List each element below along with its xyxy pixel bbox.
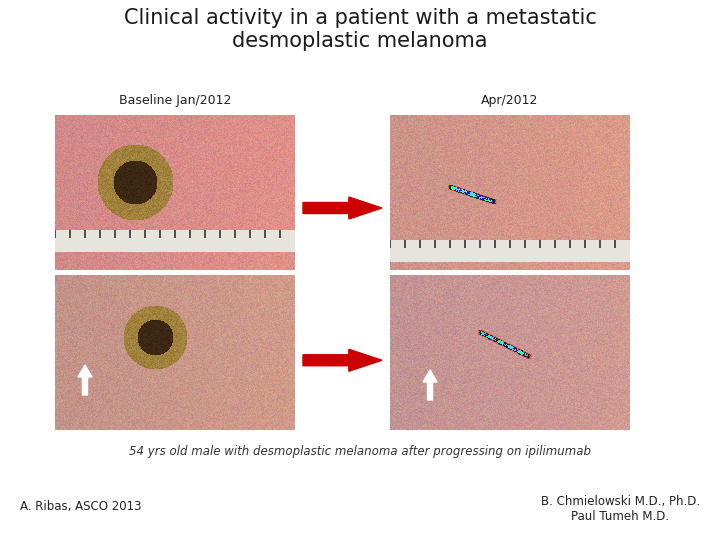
FancyArrow shape: [423, 370, 437, 400]
FancyArrow shape: [78, 365, 92, 395]
FancyArrow shape: [303, 349, 382, 372]
Text: Baseline Jan/2012: Baseline Jan/2012: [119, 94, 231, 107]
Text: B. Chmielowski M.D., Ph.D.
Paul Tumeh M.D.: B. Chmielowski M.D., Ph.D. Paul Tumeh M.…: [541, 495, 700, 523]
Text: Apr/2012: Apr/2012: [481, 94, 539, 107]
Text: 54 yrs old male with desmoplastic melanoma after progressing on ipilimumab: 54 yrs old male with desmoplastic melano…: [129, 445, 591, 458]
Text: Clinical activity in a patient with a metastatic
desmoplastic melanoma: Clinical activity in a patient with a me…: [124, 8, 596, 51]
Text: A. Ribas, ASCO 2013: A. Ribas, ASCO 2013: [20, 500, 142, 513]
FancyArrow shape: [303, 197, 382, 219]
